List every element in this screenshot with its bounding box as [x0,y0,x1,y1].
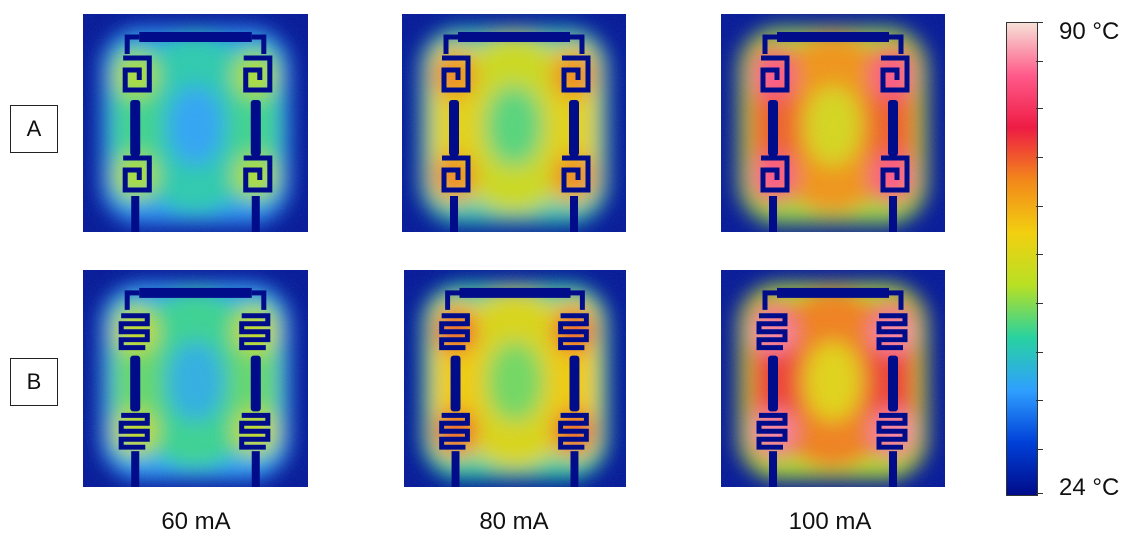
thermal-image-a-100ma [721,14,945,232]
colorbar-tick [1036,108,1043,109]
column-label-60ma: 60 mA [161,508,231,535]
colorbar-tick [1036,400,1043,401]
colorbar-tick [1036,22,1043,23]
row-label-a: A [10,105,58,153]
colorbar-max-label: 90 °C [1059,18,1120,45]
colorbar-tick [1036,303,1043,304]
colorbar-tick [1036,61,1043,62]
colorbar-tick [1036,206,1043,207]
row-label-a-text: A [26,116,42,141]
colorbar-min-label: 24 °C [1059,474,1120,501]
thermal-image-a-80ma [402,14,626,232]
colorbar-tick [1036,157,1043,158]
row-label-b: B [10,358,58,406]
colorbar-tick [1036,493,1043,494]
column-label-100ma: 100 mA [788,508,872,535]
column-label-80ma: 80 mA [479,508,549,535]
colorbar-tick [1036,254,1043,255]
colorbar-tick [1036,449,1043,450]
thermal-image-b-60ma [83,270,308,487]
row-label-b-text: B [26,369,42,394]
thermal-image-a-60ma [83,14,308,232]
colorbar-tick [1036,352,1043,353]
temperature-colorbar [1006,22,1038,496]
thermal-image-b-80ma [404,270,626,487]
thermal-image-b-100ma [721,270,945,487]
